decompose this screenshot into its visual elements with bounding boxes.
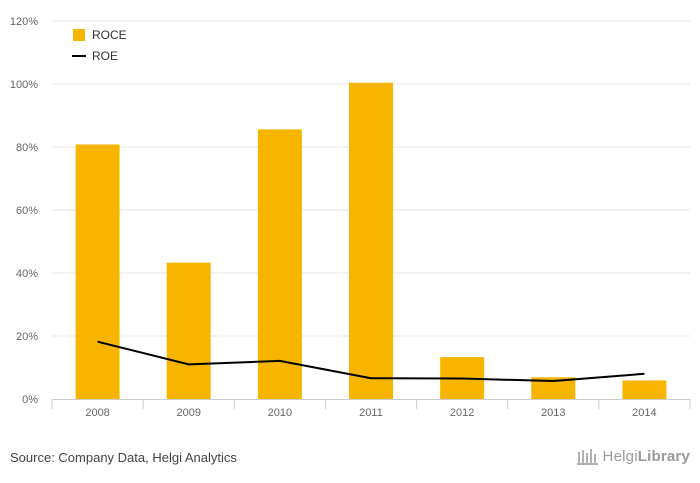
y-tick-label: 60% (16, 205, 38, 217)
x-tick-label: 2011 (359, 407, 383, 419)
y-tick-label: 100% (10, 79, 38, 91)
x-tick-label: 2012 (450, 407, 474, 419)
y-axis: 0% 20% 40% 60% 80% 100% 120% (10, 16, 38, 406)
roce-bar (622, 380, 667, 399)
x-axis: 2008 2009 2010 2011 2012 2013 2014 (51, 399, 691, 419)
y-tick-label: 20% (16, 331, 38, 343)
helgi-library-logo[interactable]: Helgi Library (576, 447, 690, 465)
roce-bar (349, 82, 393, 400)
brand-suffix: Library (637, 447, 690, 465)
roce-bar (531, 377, 576, 399)
legend-label: ROE (92, 49, 118, 63)
brand-prefix: Helgi (602, 447, 638, 465)
roce-bar (257, 129, 302, 400)
legend-label: ROCE (92, 28, 127, 42)
x-tick-label: 2014 (632, 407, 656, 419)
chart: 0%20%40%60%80%100%120% 2008 2009 2010 2011 2… (10, 16, 691, 419)
y-tick-label: 120% (10, 16, 38, 28)
x-tick-label: 2013 (541, 407, 565, 419)
x-tick-label: 2009 (176, 407, 200, 419)
library-icon (576, 449, 598, 465)
roe-line (97, 340, 645, 383)
y-tick-label: 40% (16, 268, 38, 280)
roce-bars (75, 82, 667, 400)
roce-bar (75, 144, 120, 399)
legend-swatch-roce (73, 29, 85, 41)
y-tick-label: 0% (22, 394, 38, 406)
x-tick-label: 2010 (268, 407, 292, 419)
x-tick-label: 2008 (85, 407, 109, 419)
y-tick-label: 80% (16, 142, 38, 154)
roce-bar (166, 262, 211, 399)
source-text: Source: Company Data, Helgi Analytics (10, 450, 237, 465)
legend: ROCE ROE (72, 28, 127, 63)
